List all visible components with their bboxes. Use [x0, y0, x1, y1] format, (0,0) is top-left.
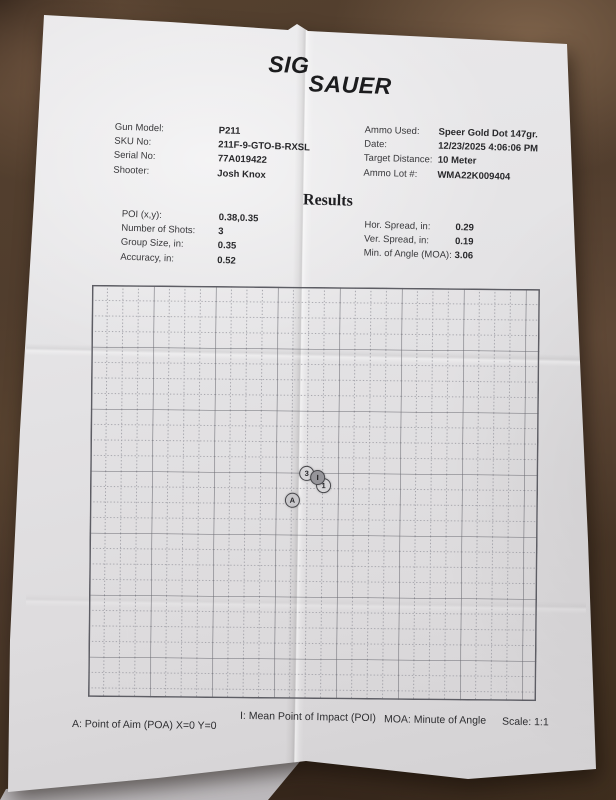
- logo-line-sauer: SAUER: [308, 70, 393, 100]
- gun-info-block: Gun Model: P211 SKU No: 211F-9-GTO-B-RXSL …: [113, 121, 311, 185]
- sig-sauer-logo: SIG SAUER: [267, 51, 393, 100]
- results-left-block: POI (x,y): 0.38,0.35 Number of Shots: 3 Gr…: [120, 208, 259, 270]
- result-row: Min. of Angle (MOA): 3.06: [363, 247, 473, 264]
- result-value: 0.35: [217, 240, 237, 253]
- result-value: 0.38,0.35: [218, 212, 259, 225]
- legend-moa: MOA: Minute of Angle: [383, 713, 487, 727]
- info-value: 10 Meter: [437, 155, 477, 168]
- point-of-aim-marker: A: [284, 492, 301, 508]
- mean-poi-marker: I: [310, 469, 326, 486]
- results-heading: Results: [302, 191, 354, 210]
- result-label: Accuracy, in:: [120, 251, 175, 265]
- info-value: P211: [218, 125, 241, 137]
- info-value: Josh Knox: [217, 167, 266, 181]
- target-grid-lines: [88, 284, 540, 702]
- info-value: WMA22K009404: [437, 169, 511, 183]
- info-value: 12/23/2025 4:06:06 PM: [438, 140, 539, 155]
- legend-poi: I: Mean Point of Impact (POI): [239, 709, 377, 725]
- info-value: Speer Gold Dot 147gr.: [438, 126, 538, 141]
- info-value: 211F-9-GTO-B-RXSL: [218, 139, 311, 154]
- result-value: 3.06: [454, 250, 474, 262]
- target-grid: 3 1 I A: [88, 284, 540, 702]
- info-label: Ammo Lot #:: [363, 167, 418, 180]
- info-label: Shooter:: [113, 164, 150, 177]
- results-right-block: Hor. Spread, in: 0.29 Ver. Spread, in: 0.1…: [363, 218, 474, 264]
- result-value: 3: [218, 226, 224, 238]
- result-value: 0.19: [454, 236, 474, 248]
- legend-poa: A: Point of Aim (POA) X=0 Y=0: [71, 717, 217, 733]
- ammo-info-block: Ammo Used: Speer Gold Dot 147gr. Date: 12/…: [363, 124, 538, 186]
- result-label: Min. of Angle (MOA):: [363, 247, 452, 262]
- info-value: 77A019422: [217, 153, 268, 167]
- result-value: 0.29: [455, 222, 475, 234]
- result-value: 0.52: [217, 254, 236, 267]
- legend-scale: Scale: 1:1: [501, 715, 549, 729]
